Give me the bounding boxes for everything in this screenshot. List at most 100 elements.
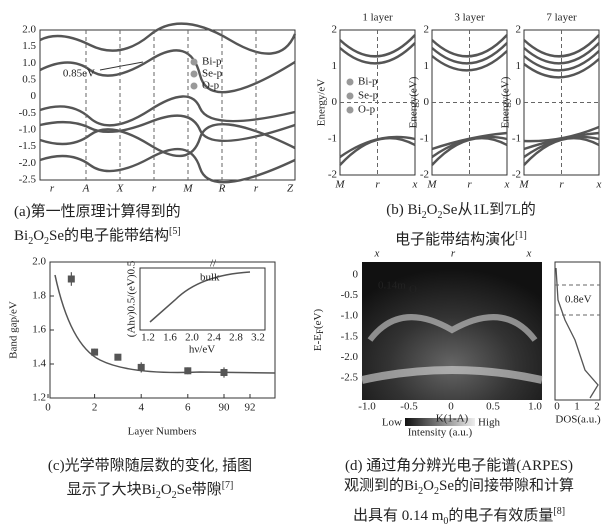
inset-x-tick-label: 2.4 xyxy=(207,332,221,344)
y-axis-label: Energy/eV xyxy=(316,79,328,127)
inset-x-tick-label: 3.2 xyxy=(251,332,265,344)
y-tick-label: 1 xyxy=(424,60,430,72)
legend-marker xyxy=(191,71,198,78)
colorbar-high: High xyxy=(478,417,501,429)
dos-x-tick-label: 1 xyxy=(574,401,580,413)
legend-label: Bi-p xyxy=(202,56,222,68)
legend-marker xyxy=(347,93,354,100)
legend-marker xyxy=(347,79,354,86)
inset-x-tick-label: 1.6 xyxy=(163,332,177,344)
colorbar-low: Low xyxy=(382,417,402,429)
y-axis-label: Energy(eV) xyxy=(500,76,512,128)
caption-c: (c)光学带隙随层数的变化, 插图 显示了大块Bi2O2Se带隙[7] xyxy=(0,456,300,506)
caption-line: 观测到的Bi2O2Se的间接带隙和计算 xyxy=(306,476,612,502)
x-tick-label: r xyxy=(50,183,55,195)
x-tick-label: 0 xyxy=(45,402,51,414)
text: Bi xyxy=(14,228,28,244)
subplot-title: 3 layer xyxy=(454,12,485,24)
y-tick-label: -0.5 xyxy=(19,107,37,119)
x-tick-label: X xyxy=(116,183,125,195)
y-tick-label: -1.5 xyxy=(341,330,359,342)
text: Se的电子能带结构 xyxy=(49,228,169,244)
x-tick-label: Z xyxy=(287,183,294,195)
annotation: 0.14m xyxy=(378,280,406,292)
y-tick-label: 1 xyxy=(516,60,522,72)
legend-label: O-p xyxy=(358,104,376,116)
label-part: (eV) xyxy=(312,309,324,329)
colorbar-label: Intensity (a.u.) xyxy=(408,427,473,439)
caption-line: 电子能带结构演化[1] xyxy=(310,226,612,250)
text: O xyxy=(423,478,434,494)
sup: [8] xyxy=(553,506,565,517)
text: O xyxy=(161,482,172,498)
y-tick-label: 1.4 xyxy=(32,358,46,370)
page: { "panel_a": { "yticks": ["2.0","1.5","1… xyxy=(0,0,612,524)
y-tick-label: 2.0 xyxy=(32,256,46,268)
y-tick-label: 0 xyxy=(332,96,338,108)
y-tick-label: -1.0 xyxy=(341,310,359,322)
legend-marker xyxy=(191,59,198,66)
x-tick-label: 1.0 xyxy=(528,401,542,413)
y-tick-label: -0.5 xyxy=(341,289,359,301)
band-lines xyxy=(40,24,295,183)
y-tick-label: 0 xyxy=(424,96,430,108)
x-tick-label: r xyxy=(152,183,157,195)
y-axis-label: Band gap/eV xyxy=(8,301,20,359)
x-tick-label: 90 xyxy=(219,402,231,414)
caption-line: (b) Bi2O2Se从1L到7L的 xyxy=(310,200,612,226)
y-tick-label: -1 xyxy=(512,132,521,144)
annotation: 0.85eV xyxy=(63,68,95,80)
x-tick-label: x xyxy=(596,179,602,191)
caption-line: (c)光学带隙随层数的变化, 插图 xyxy=(0,456,300,476)
legend-marker xyxy=(347,107,354,114)
data-point xyxy=(138,364,145,371)
text: 电子能带结构演化 xyxy=(395,232,515,248)
fit-curve xyxy=(55,275,275,373)
x-tick-label: r xyxy=(559,179,564,191)
x-tick-label: 4 xyxy=(138,402,144,414)
y-tick-label: 1.0 xyxy=(22,57,36,69)
y-tick-label: 1.5 xyxy=(22,40,36,52)
dos-x-label: DOS(a.u.) xyxy=(555,414,601,426)
x-tick-label: -0.5 xyxy=(400,401,418,413)
x-axis-label: K(1-A) xyxy=(436,413,469,425)
y-tick-label: -1.0 xyxy=(19,124,37,136)
y-tick-label: 0 xyxy=(516,96,522,108)
data-point xyxy=(221,369,228,376)
annotation-sub: O xyxy=(409,284,417,296)
y-tick-label: 1.8 xyxy=(32,290,46,302)
dos-curve xyxy=(556,268,598,398)
caption-line: 出具有 0.14 m0的电子有效质量[8] xyxy=(306,502,612,532)
y-tick-label: 1 xyxy=(332,60,338,72)
x-tick-label: 0.5 xyxy=(486,401,500,413)
x-tick-label: -1.0 xyxy=(358,401,376,413)
panel-c: // 1.21.41.61.82.002469092Band gap/eVLay… xyxy=(8,256,275,438)
x-tick-label: r xyxy=(254,183,259,195)
inset-x-tick-label: 1.2 xyxy=(141,332,155,344)
caption-line: 显示了大块Bi2O2Se带隙[7] xyxy=(0,476,300,506)
legend-label: Se-p xyxy=(358,90,379,102)
text: 出具有 0.14 m xyxy=(353,508,443,524)
y-tick-label: -2.0 xyxy=(19,157,37,169)
x-tick-label: 0 xyxy=(448,401,454,413)
sup: [7] xyxy=(222,480,234,491)
x-tick-label: x xyxy=(504,179,510,191)
x-tick-label: x xyxy=(412,179,418,191)
y-tick-label: 1.2 xyxy=(32,392,46,404)
y-tick-label: -1 xyxy=(420,132,429,144)
subplot-title: 7 layer xyxy=(546,12,577,24)
caption-d: (d) 通过角分辨光电子能谱(ARPES) 观测到的Bi2O2Se的间接带隙和计… xyxy=(306,456,612,532)
sup: [5] xyxy=(169,226,181,237)
y-tick-label: 2 xyxy=(424,24,430,36)
x-tick-label: M xyxy=(182,183,193,195)
inset-x-label: hν/eV xyxy=(189,344,215,356)
data-point xyxy=(68,276,75,283)
caption-b: (b) Bi2O2Se从1L到7L的 电子能带结构演化[1] xyxy=(310,200,612,250)
inset-label: bulk xyxy=(200,272,220,284)
gap-label: 0.8eV xyxy=(565,294,592,306)
x-tick-label: A xyxy=(82,183,90,195)
y-tick-label: -1.5 xyxy=(19,140,37,152)
y-tick-label: 0 xyxy=(353,269,359,281)
